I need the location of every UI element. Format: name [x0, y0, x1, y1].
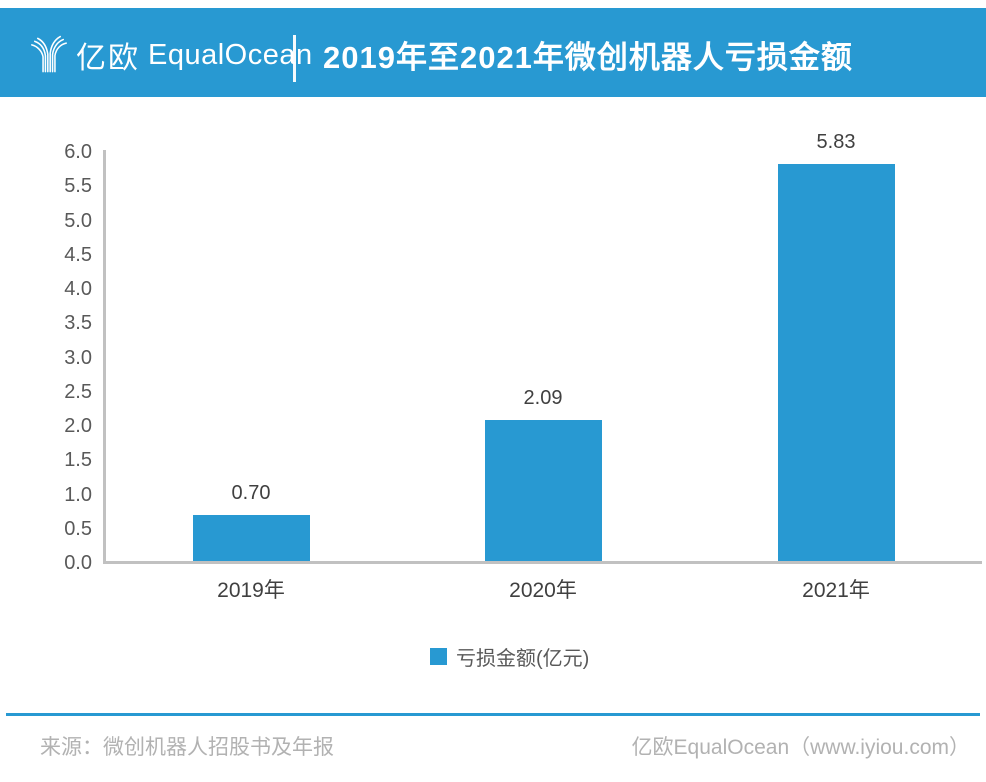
y-tick-label: 0.0 [64, 552, 92, 574]
y-tick-label: 2.0 [64, 415, 92, 437]
x-axis-line [103, 561, 982, 564]
chart-legend: 亏损金额(亿元) [430, 642, 589, 671]
y-tick-label: 0.5 [64, 517, 92, 540]
y-tick-label: 4.0 [64, 278, 92, 300]
bar-2019年 [192, 515, 310, 561]
bar-2021年 [777, 164, 895, 561]
footer-rule [6, 713, 980, 716]
y-tick-label: 1.0 [64, 483, 92, 506]
source-text: 来源：微创机器人招股书及年报 [40, 736, 334, 759]
y-tick-label: 3.0 [64, 346, 92, 369]
legend-swatch [430, 648, 447, 665]
bar-value-label: 0.70 [231, 482, 271, 504]
header-divider [293, 35, 296, 82]
x-category-label: 2021年 [802, 579, 870, 602]
brand-name-en: EqualOcean [148, 38, 313, 71]
bar-value-label: 5.83 [816, 131, 856, 153]
bar-chart: 0.0 0.5 1.0 1.5 2.0 2.5 3.0 3.5 4.0 4.5 5.0 5.5 6.0 0… [0, 97, 986, 657]
y-tick-label: 6.0 [64, 141, 92, 163]
y-axis-line [103, 150, 106, 563]
credit-text: 亿欧EqualOcean（www.iyiou.com） [631, 736, 970, 759]
y-tick-label: 2.5 [64, 380, 92, 403]
header-banner: 亿欧 EqualOcean 2019年至2021年微创机器人亏损金额 [0, 8, 986, 97]
y-tick-label: 3.5 [64, 312, 92, 335]
y-tick-label: 5.0 [64, 209, 92, 232]
brand-name-zh: 亿欧 [76, 42, 140, 75]
bar-2020年 [484, 420, 602, 561]
bar-value-label: 2.09 [523, 387, 563, 409]
x-category-label: 2020年 [509, 579, 577, 602]
y-tick-label: 5.5 [64, 175, 92, 198]
legend-label: 亏损金额(亿元) [456, 648, 590, 670]
y-tick-label: 4.5 [64, 243, 92, 266]
x-category-label: 2019年 [217, 579, 285, 602]
y-tick-label: 1.5 [64, 449, 92, 472]
equalocean-y-logo-icon [31, 35, 67, 73]
chart-title: 2019年至2021年微创机器人亏损金额 [323, 40, 853, 75]
brand-logo: 亿欧 EqualOcean [30, 26, 313, 84]
